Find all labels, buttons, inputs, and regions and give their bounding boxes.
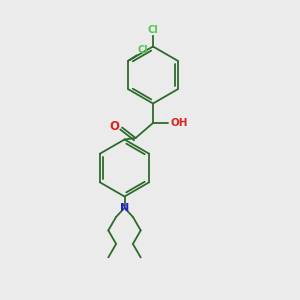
- Text: N: N: [120, 203, 129, 213]
- Text: O: O: [110, 120, 120, 134]
- Text: OH: OH: [171, 118, 188, 128]
- Text: Cl: Cl: [148, 25, 158, 35]
- Text: Cl: Cl: [137, 45, 148, 55]
